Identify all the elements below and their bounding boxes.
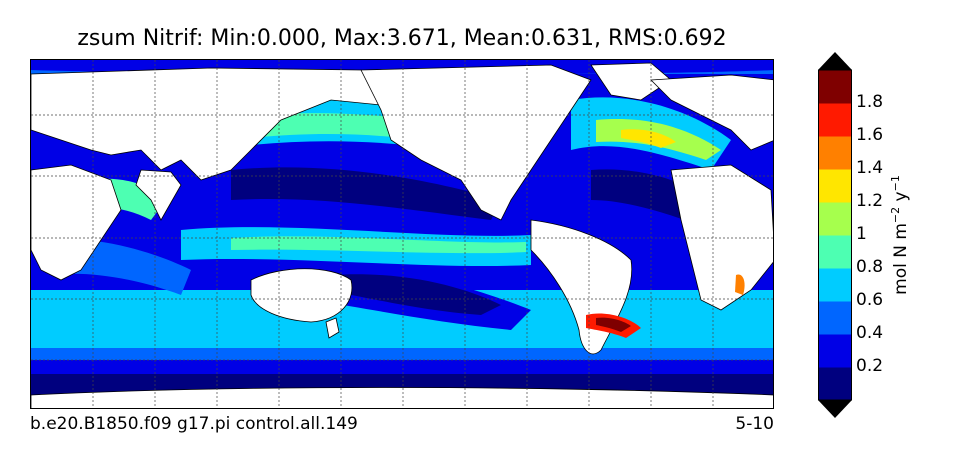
years-range: 5-10 — [735, 414, 774, 434]
colorbar-segment — [818, 136, 852, 170]
colorbar-tick-label: 0.6 — [856, 290, 884, 310]
colorbar-segment — [818, 334, 852, 368]
colorbar-label-mid: y — [890, 191, 911, 207]
colorbar-segment — [818, 70, 852, 104]
colorbar-label-base: mol N m — [890, 223, 911, 295]
colorbar-segment — [818, 169, 852, 203]
map-panel — [30, 59, 774, 409]
southern-band-2 — [31, 328, 773, 350]
equatorial-core — [231, 236, 526, 254]
colorbar-tick-label: 0.2 — [856, 356, 884, 376]
colorbar-segment — [818, 103, 852, 137]
colorbar-label: mol N m−2 y−1 — [889, 175, 911, 295]
gridlines — [31, 60, 773, 408]
colorbar-max-extension — [818, 52, 852, 70]
colorbar-min-extension — [818, 400, 852, 418]
colorbar-label-exp2: −1 — [889, 175, 903, 192]
land-europe — [650, 74, 773, 151]
subtropical-core — [321, 274, 501, 315]
north-pacific-subtropic — [231, 167, 501, 220]
colorbar-tick-label: 1.2 — [856, 191, 884, 211]
southern-band-3 — [31, 348, 773, 362]
land-australia — [250, 268, 353, 323]
land-africa-east — [670, 164, 773, 311]
land-new-zealand — [325, 317, 340, 339]
colorbar-tick-label: 1 — [856, 224, 867, 244]
colorbar-tick-label: 1.6 — [856, 125, 884, 145]
colorbar-outline — [818, 69, 852, 401]
colorbar-tick-label: 1.8 — [856, 92, 884, 112]
plot-title: zsum Nitrif: Min:0.000, Max:3.671, Mean:… — [77, 26, 727, 51]
land-antarctica — [31, 387, 773, 408]
benguela-hotspot — [735, 274, 745, 295]
patagonia-hotspot-core — [596, 317, 631, 332]
land-india — [135, 169, 182, 221]
ocean-field-map — [31, 60, 773, 408]
colorbar-segment — [818, 202, 852, 236]
southern-band-4 — [31, 360, 773, 376]
land-north-america — [360, 64, 592, 221]
colorbar-tick-label: 0.4 — [856, 323, 884, 343]
land-africa — [31, 164, 122, 281]
colorbar-tick-label: 1.4 — [856, 158, 884, 178]
colorbar-segment — [818, 235, 852, 269]
case-name: b.e20.B1850.f09 g17.pi control.all.149 — [30, 414, 358, 434]
colorbar-segment — [818, 268, 852, 302]
land-masses — [31, 62, 773, 408]
north-atlantic-hotspot — [621, 129, 676, 148]
colorbar — [818, 52, 852, 418]
colorbar-segment — [818, 301, 852, 335]
colorbar-segment — [818, 367, 852, 401]
colorbar-label-exp1: −2 — [889, 206, 903, 224]
colorbar-tick-label: 0.8 — [856, 257, 884, 277]
